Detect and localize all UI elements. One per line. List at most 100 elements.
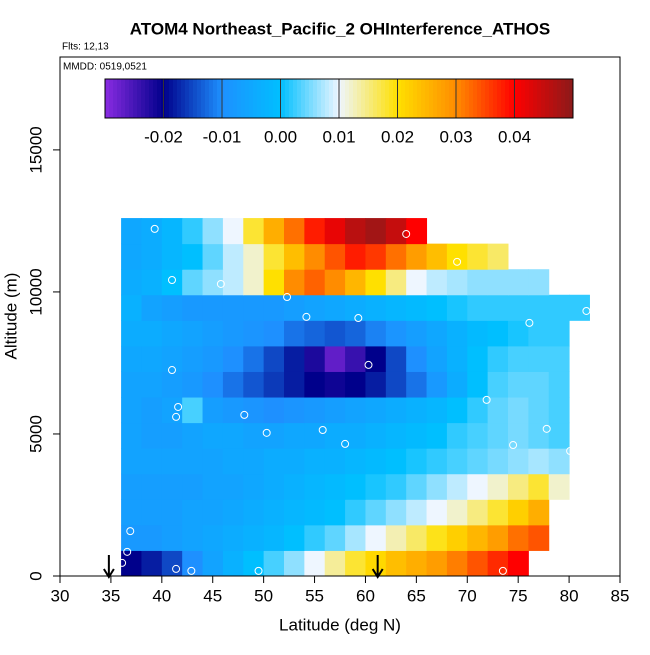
heat-cell [141, 397, 163, 424]
arrow [371, 555, 384, 579]
heat-cell [385, 243, 407, 270]
colorbar-swatch [505, 79, 510, 118]
heat-cell [345, 524, 366, 551]
heat-cell [121, 243, 142, 270]
colorbar-swatch [185, 79, 190, 118]
heat-cell [202, 499, 224, 526]
heat-cell [284, 294, 305, 321]
y-tick-label: 5000 [26, 415, 45, 453]
heat-cell [263, 550, 285, 577]
colorbar-swatch [121, 79, 126, 118]
heat-cell [243, 294, 265, 321]
heat-cell [222, 371, 244, 398]
colorbar-swatch [137, 79, 142, 118]
colorbar-swatch [485, 79, 490, 118]
heat-cell [284, 243, 305, 270]
heat-cell [324, 473, 346, 500]
heat-cell [365, 499, 387, 526]
heat-cell [284, 269, 305, 296]
colorbar-swatch [445, 79, 450, 118]
heat-cell [222, 294, 244, 321]
heat-cell [487, 320, 509, 347]
heat-cell [284, 524, 305, 551]
heat-cell [467, 269, 489, 296]
heat-cell [487, 524, 509, 551]
heat-cell [446, 243, 468, 270]
heat-cell [345, 243, 366, 270]
heat-cell [528, 448, 550, 475]
heat-cell [467, 524, 489, 551]
heat-cell [304, 422, 326, 449]
obs-point [126, 527, 135, 536]
x-tick-label: 35 [101, 586, 120, 605]
colorbar-swatch [233, 79, 238, 118]
heat-cell [324, 243, 346, 270]
heat-cell [406, 218, 428, 245]
heat-cell [345, 294, 366, 321]
heat-cell [182, 320, 204, 347]
obs-point [364, 360, 373, 369]
heat-cell [161, 499, 183, 526]
heat-cell [508, 345, 529, 372]
heat-cell [528, 499, 550, 526]
chart-title: ATOM4 Northeast_Pacific_2 OHInterference… [130, 19, 550, 38]
heat-cell [202, 269, 224, 296]
heat-cell [467, 448, 489, 475]
heat-cell [406, 243, 428, 270]
heat-cell [446, 294, 468, 321]
colorbar-swatch [249, 79, 254, 118]
heat-cell [345, 550, 366, 577]
heat-cell [406, 371, 428, 398]
heat-cell [385, 269, 407, 296]
colorbar-swatch [465, 79, 470, 118]
heat-cell [263, 294, 285, 321]
heat-cell [446, 524, 468, 551]
heat-cell [263, 218, 285, 245]
heat-cell [284, 345, 305, 372]
colorbar-swatch [105, 79, 110, 118]
heat-cell [243, 397, 265, 424]
obs-point [168, 275, 176, 284]
heat-cell [121, 524, 142, 551]
heat-cell [222, 524, 244, 551]
heat-cell [385, 218, 407, 245]
heat-cell [406, 345, 428, 372]
heat-cell [426, 550, 448, 577]
date-label: MMDD: 0519,0521 [63, 62, 147, 73]
colorbar-tick-label: -0.02 [144, 127, 183, 146]
heat-cell [243, 269, 265, 296]
colorbar-swatch [361, 79, 366, 118]
heat-cell [426, 269, 448, 296]
colorbar-swatch [353, 79, 358, 118]
heat-cell [202, 371, 224, 398]
heat-cell [385, 448, 407, 475]
obs-point [172, 564, 181, 573]
heat-cell [202, 294, 224, 321]
heat-cell [324, 422, 346, 449]
heat-cell [121, 320, 142, 347]
heat-cell [406, 397, 428, 424]
heat-cell [365, 345, 387, 372]
heat-cell [426, 243, 448, 270]
colorbar-swatch [237, 79, 242, 118]
heat-cell [365, 294, 387, 321]
colorbar-swatch [521, 79, 526, 118]
heat-cell [345, 473, 366, 500]
colorbar-swatch [209, 79, 214, 118]
heat-cell [263, 473, 285, 500]
heat-cell [345, 320, 366, 347]
heat-cell [406, 269, 428, 296]
heat-cell [446, 473, 468, 500]
heat-cell [161, 269, 183, 296]
obs-point [318, 425, 327, 434]
heat-cell [345, 422, 366, 449]
heat-cell [508, 524, 529, 551]
heat-cell [121, 473, 142, 500]
colorbar-tick-label: 0.02 [381, 127, 414, 146]
plot-frame [59, 56, 621, 577]
heat-cell [141, 243, 163, 270]
heat-cell [263, 371, 285, 398]
heat-cell [487, 448, 509, 475]
heat-cell [284, 371, 305, 398]
colorbar-swatch [109, 79, 114, 118]
